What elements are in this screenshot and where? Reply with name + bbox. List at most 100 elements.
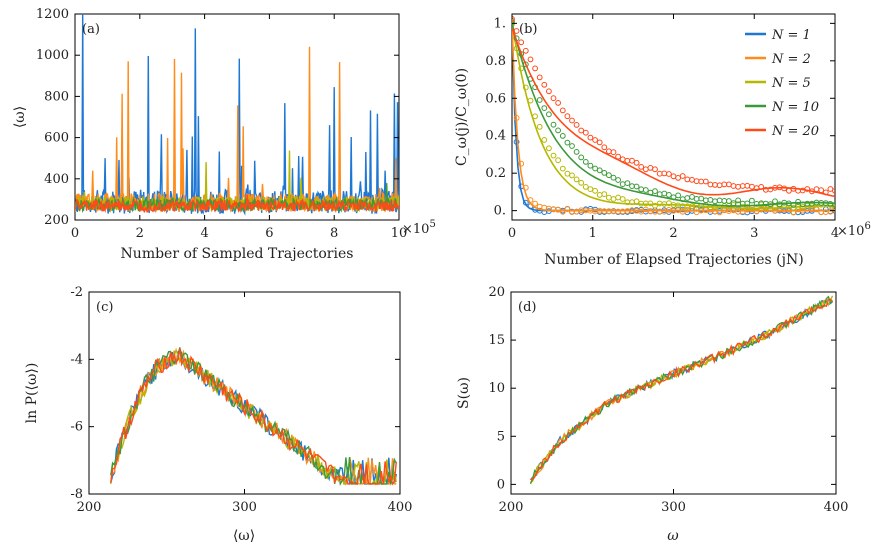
- panel-b-data-marker: [684, 195, 691, 201]
- panel-d-ticks: 200 300 400 0 5 10 15 20: [488, 285, 848, 515]
- panel-b-data-marker: [559, 165, 566, 172]
- panel-b-data-marker: [564, 170, 571, 177]
- panel-b-data-marker: [555, 157, 561, 164]
- panel-b-data-marker: [564, 139, 571, 146]
- panel-b-data-marker: [652, 188, 658, 195]
- panel-b-data-marker: [749, 183, 755, 190]
- panel-b-data-marker: [619, 181, 626, 188]
- panel-b-data-marker: [555, 127, 561, 134]
- panel-b-xtick-label: 0: [508, 226, 516, 241]
- panel-b-ytick-label: 0.: [494, 204, 506, 219]
- panel-b-data-marker: [633, 159, 640, 166]
- panel-b-data-marker: [578, 179, 585, 186]
- panel-b-data-marker: [573, 176, 580, 183]
- panel-b-data-marker: [786, 187, 792, 194]
- panel-b-data-marker: [629, 183, 635, 190]
- panel-b-xtick-label: 4: [831, 226, 839, 241]
- panel-b-data-marker: [684, 176, 691, 183]
- panel-c-ytick-label: -2: [70, 285, 83, 300]
- panel-b-data-marker: [522, 47, 529, 54]
- panel-a-ytick-label: 400: [44, 172, 69, 187]
- panel-b-data-marker: [601, 144, 608, 151]
- panel-b-data-marker: [652, 166, 658, 173]
- panel-b-data-marker: [592, 187, 598, 194]
- panel-b-data-marker: [615, 177, 621, 183]
- panel-b-data-marker: [619, 196, 626, 202]
- panel-b-ytick-label: 1.: [494, 16, 506, 31]
- panel-b-data-marker: [790, 185, 797, 192]
- panel-b-data-marker: [550, 121, 557, 128]
- panel-b-ylabel: C_ω(j)/C_ω(0): [454, 68, 470, 166]
- panel-b-data-marker: [629, 157, 635, 164]
- legend-label: N = 2: [771, 52, 811, 67]
- panel-b-data-marker: [513, 139, 520, 145]
- panel-b-data-marker: [666, 192, 672, 198]
- panel-b-data-marker: [582, 129, 589, 136]
- panel-b-data-marker: [809, 188, 815, 195]
- panel-a-xtick-label: 4: [200, 226, 208, 241]
- panel-b-data-marker: [804, 186, 811, 192]
- panel-c-xlabel: ⟨ω⟩: [233, 528, 255, 544]
- panel-b-data-marker: [647, 165, 654, 171]
- panel-b-data-marker: [698, 178, 705, 185]
- panel-c: 200 300 400 -8 -6 -4 -2 (c) ⟨ω⟩ ln P(⟨ω⟩): [24, 285, 412, 544]
- panel-b-data-marker: [716, 197, 723, 204]
- panel-b-data-marker: [615, 153, 621, 160]
- panel-b-data-marker: [582, 184, 589, 190]
- panel-d-ytick-label: 0: [497, 477, 505, 492]
- panel-a-ytick-label: 800: [44, 89, 69, 104]
- panel-b-data-marker: [702, 178, 709, 185]
- panel-b-data-marker: [522, 84, 529, 91]
- panel-b-data-marker: [790, 201, 797, 208]
- panel-b-data-marker: [679, 173, 686, 179]
- panel-b-data-marker: [536, 97, 543, 103]
- panel-a-xtick-label: 8: [330, 226, 338, 241]
- panel-b-data-marker: [527, 97, 534, 104]
- panel-d-plot: [529, 295, 834, 485]
- panel-d-series-line: [529, 298, 833, 485]
- panel-b-data-marker: [518, 160, 525, 167]
- panel-b-data-marker: [541, 81, 548, 88]
- panel-b-data-marker: [550, 95, 557, 102]
- panel-d-tag: (d): [518, 300, 536, 315]
- panel-b-data-marker: [587, 162, 594, 169]
- panel-a: 0 2 4 6 8 10 200 400 600 800 1000 1200 (a) Number o…: [12, 7, 436, 262]
- panel-b-data-marker: [827, 186, 834, 192]
- panel-a-xtick-label: 10: [391, 226, 408, 241]
- panel-b-xlabel: Number of Elapsed Trajectories (jN): [544, 252, 803, 268]
- panel-b-data-marker: [536, 123, 543, 130]
- panel-c-ytick-label: -8: [70, 487, 83, 502]
- panel-b-data-marker: [546, 145, 552, 152]
- panel-b-xtick-label: 2: [669, 226, 677, 241]
- panel-a-plot: [75, 14, 399, 216]
- panel-b-data-marker: [744, 182, 751, 189]
- panel-a-ytick-label: 600: [44, 131, 69, 146]
- panel-b-data-marker: [587, 134, 594, 141]
- panel-b-data-marker: [532, 65, 538, 72]
- panel-a-xtick-label: 0: [71, 226, 79, 241]
- panel-b-data-marker: [726, 198, 732, 204]
- panel-b-data-marker: [670, 194, 677, 201]
- panel-b-data-marker: [772, 198, 778, 205]
- panel-b-data-marker: [606, 148, 612, 155]
- panel-b-data-marker: [758, 184, 765, 190]
- panel-b-data-marker: [578, 154, 585, 161]
- panel-d-ylabel: S(ω): [456, 377, 472, 409]
- panel-b-data-marker: [564, 206, 571, 213]
- panel-b-data-marker: [546, 111, 552, 118]
- panel-b-data-marker: [698, 195, 705, 202]
- panel-c-xtick-label: 400: [388, 500, 413, 515]
- panel-b-data-marker: [541, 105, 548, 111]
- panel-b-data-marker: [573, 122, 580, 128]
- panel-d-series-line: [529, 299, 834, 481]
- panel-b-data-marker: [527, 56, 534, 63]
- panel-b-xtick-label: 3: [750, 226, 758, 241]
- panel-d-ytick-label: 5: [497, 429, 505, 444]
- panel-b-data-marker: [592, 165, 598, 172]
- panel-b-data-marker: [638, 186, 645, 193]
- panel-b-data-marker: [522, 184, 529, 191]
- panel-b-data-marker: [712, 182, 718, 188]
- legend-label: N = 1: [771, 28, 811, 43]
- legend-label: N = 10: [771, 100, 819, 115]
- panel-b-data-marker: [827, 208, 834, 215]
